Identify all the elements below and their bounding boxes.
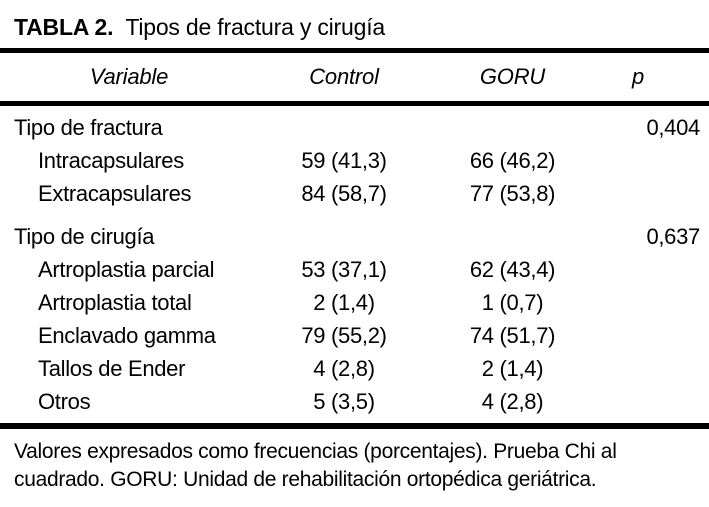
row-label: Artroplastia parcial bbox=[38, 257, 215, 282]
table-title-text: Tipos de fractura y cirugía bbox=[125, 14, 385, 40]
section-label: Tipo de cirugía bbox=[14, 224, 155, 249]
p-value: 0,404 bbox=[646, 115, 700, 140]
table-section: Tipo de fractura 0,404 Intracapsulares 5… bbox=[0, 111, 709, 210]
goru-value: 77 (53,8) bbox=[469, 181, 556, 206]
control-value: 4 (2,8) bbox=[313, 356, 375, 381]
section-label: Tipo de fractura bbox=[14, 115, 163, 140]
table-title: TABLA 2. Tipos de fractura y cirugía bbox=[0, 0, 709, 48]
table-title-number: TABLA 2. bbox=[14, 14, 114, 40]
control-value: 2 (1,4) bbox=[313, 290, 375, 315]
control-value: 53 (37,1) bbox=[301, 257, 387, 282]
table-row: Extracapsulares 84 (58,7) 77 (53,8) bbox=[0, 177, 709, 210]
table-row: Otros 5 (3,5) 4 (2,8) bbox=[0, 385, 709, 418]
table-row: Artroplastia parcial 53 (37,1) 62 (43,4) bbox=[0, 253, 709, 286]
top-rule bbox=[0, 48, 709, 53]
header-rule bbox=[0, 101, 709, 106]
footnote-line-1: Valores expresados como frecuencias (por… bbox=[14, 440, 617, 463]
footnote-line-2: cuadrado. GORU: Unidad de rehabilitación… bbox=[14, 468, 597, 491]
column-header-variable: Variable bbox=[89, 64, 169, 89]
goru-value: 66 (46,2) bbox=[469, 148, 556, 173]
row-label: Intracapsulares bbox=[38, 148, 184, 173]
row-label: Tallos de Ender bbox=[38, 356, 186, 381]
bottom-rule bbox=[0, 423, 709, 429]
goru-value: 4 (2,8) bbox=[481, 389, 544, 414]
control-value: 84 (58,7) bbox=[301, 181, 387, 206]
row-label: Artroplastia total bbox=[38, 290, 192, 315]
control-value: 79 (55,2) bbox=[301, 323, 387, 348]
table-row: Enclavado gamma 79 (55,2) 74 (51,7) bbox=[0, 319, 709, 352]
table-section: Tipo de cirugía 0,637 Artroplastia parci… bbox=[0, 220, 709, 418]
goru-value: 2 (1,4) bbox=[481, 356, 544, 381]
row-label: Otros bbox=[38, 389, 91, 414]
table-section-row: Tipo de cirugía 0,637 bbox=[0, 220, 709, 253]
goru-value: 74 (51,7) bbox=[469, 323, 556, 348]
goru-value: 1 (0,7) bbox=[481, 290, 544, 315]
goru-value: 62 (43,4) bbox=[469, 257, 556, 282]
table-header-row: Variable Control GORU p bbox=[0, 53, 709, 101]
row-label: Enclavado gamma bbox=[38, 323, 216, 348]
control-value: 5 (3,5) bbox=[313, 389, 375, 414]
table-row: Intracapsulares 59 (41,3) 66 (46,2) bbox=[0, 144, 709, 177]
column-header-control: Control bbox=[309, 64, 379, 89]
column-header-p: p bbox=[631, 64, 645, 89]
column-header-goru: GORU bbox=[479, 64, 546, 89]
table-body: Tipo de fractura 0,404 Intracapsulares 5… bbox=[0, 106, 709, 423]
row-label: Extracapsulares bbox=[38, 181, 192, 206]
table-row: Artroplastia total 2 (1,4) 1 (0,7) bbox=[0, 286, 709, 319]
control-value: 59 (41,3) bbox=[301, 148, 387, 173]
p-value: 0,637 bbox=[646, 224, 700, 249]
table-row: Tallos de Ender 4 (2,8) 2 (1,4) bbox=[0, 352, 709, 385]
table-section-row: Tipo de fractura 0,404 bbox=[0, 111, 709, 144]
table-footnote: Valores expresados como frecuencias (por… bbox=[0, 429, 709, 494]
